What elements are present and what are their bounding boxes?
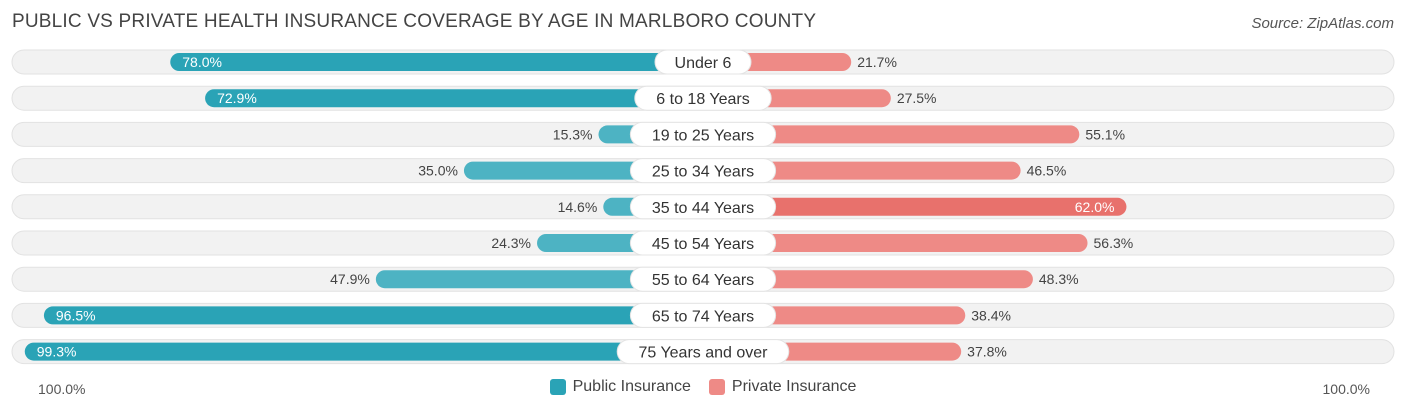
value-label-private: 21.7% [857, 54, 897, 70]
category-pill [629, 121, 777, 147]
category-label: 19 to 25 Years [652, 127, 754, 144]
value-label-public: 14.6% [558, 199, 598, 215]
legend-swatch-public [549, 379, 566, 395]
legend-item-private: Private Insurance [708, 378, 857, 396]
category-pill [629, 194, 777, 220]
value-label-public: 78.0% [182, 54, 222, 70]
source-note: Source: ZipAtlas.com [1251, 15, 1394, 32]
legend-item-public: Public Insurance [549, 378, 691, 396]
value-label-private: 55.1% [1085, 126, 1125, 142]
axis-label-left: 100.0% [38, 381, 86, 397]
category-pill [616, 339, 790, 365]
bar-public [170, 53, 703, 71]
category-label: Under 6 [675, 55, 732, 72]
bar-public [375, 270, 703, 289]
value-label-private: 62.0% [1075, 199, 1115, 215]
value-label-public: 47.9% [330, 271, 370, 287]
category-label: 75 Years and over [639, 345, 769, 362]
legend-label-private: Private Insurance [731, 378, 857, 395]
value-label-private: 27.5% [897, 90, 937, 106]
category-pill [629, 302, 777, 328]
category-label: 65 to 74 Years [652, 308, 754, 325]
category-pill [629, 230, 777, 256]
bar-private [703, 125, 1080, 144]
bar-public [24, 342, 703, 361]
bar-public [43, 306, 703, 325]
value-label-public: 72.9% [217, 90, 257, 106]
legend: Public Insurance Private Insurance [0, 378, 1406, 396]
category-pill [629, 266, 777, 292]
bar-private [703, 234, 1088, 252]
bar-private [703, 161, 1021, 180]
value-label-private: 48.3% [1039, 271, 1079, 287]
category-label: 6 to 18 Years [656, 91, 749, 108]
bar-public [205, 89, 703, 108]
chart-title: PUBLIC VS PRIVATE HEALTH INSURANCE COVER… [12, 11, 817, 32]
category-label: 25 to 34 Years [652, 164, 754, 181]
category-label: 35 to 44 Years [652, 200, 754, 217]
value-label-private: 56.3% [1094, 235, 1134, 251]
axis-label-right: 100.0% [1322, 381, 1370, 397]
value-label-public: 99.3% [37, 344, 77, 360]
value-label-public: 15.3% [553, 126, 593, 142]
legend-label-public: Public Insurance [572, 378, 691, 395]
category-label: 45 to 54 Years [652, 236, 754, 253]
category-pill [654, 49, 752, 75]
value-label-private: 37.8% [967, 344, 1007, 360]
value-label-private: 46.5% [1027, 163, 1067, 179]
legend-swatch-private [708, 379, 725, 395]
value-label-public: 35.0% [418, 163, 458, 179]
value-label-private: 38.4% [971, 307, 1011, 323]
bar-private [703, 197, 1127, 216]
category-pill [629, 158, 777, 184]
category-pill [634, 85, 772, 111]
category-label: 55 to 64 Years [652, 272, 754, 289]
value-label-public: 24.3% [491, 235, 531, 251]
bar-private [703, 270, 1033, 289]
value-label-public: 96.5% [56, 307, 96, 323]
